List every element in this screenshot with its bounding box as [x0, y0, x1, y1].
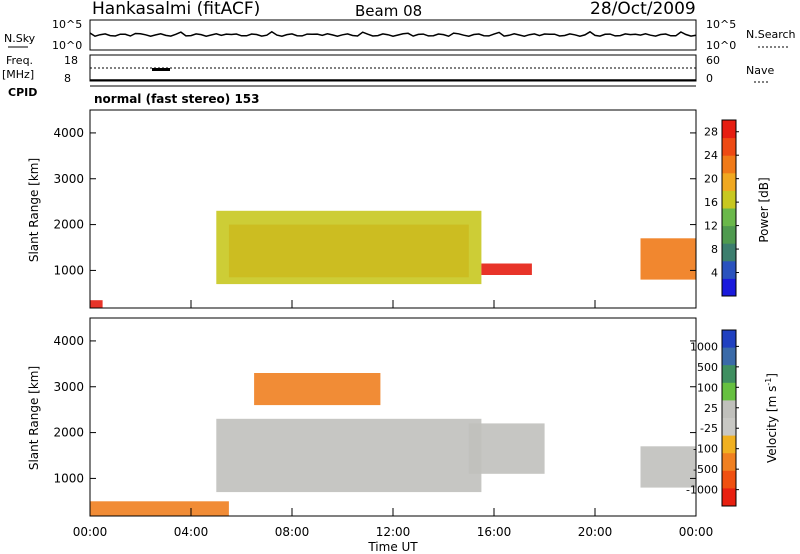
- xtick-label-1: 04:00: [174, 525, 209, 539]
- cpid-text: normal (fast stereo) 153: [94, 92, 260, 106]
- station-title: Hankasalmi (fitACF): [92, 0, 260, 19]
- freq-blip: [152, 68, 170, 71]
- velocity-ytick-label-1: 2000: [53, 426, 84, 440]
- nsearch-label: N.Search: [746, 28, 796, 41]
- velocity-colorbar: 1000 500 100 25 -25 -100 -500 -1000: [686, 329, 739, 507]
- velocity-region-4: [254, 373, 381, 406]
- velocity-colorbar-cell-5: [722, 418, 736, 437]
- velocity-colorbar-cell-3: [722, 382, 736, 401]
- power-cbar-label-0: 4: [711, 267, 718, 280]
- power-colorbar-cell-0: [722, 278, 736, 297]
- velocity-cbar-label-1: 500: [697, 361, 718, 374]
- velocity-colorbar-cell-4: [722, 400, 736, 419]
- xtick-label-3: 12:00: [376, 525, 411, 539]
- nave-tick-top: 60: [706, 54, 720, 67]
- power-ytick-label-3: 4000: [53, 126, 84, 140]
- power-cbar-label-5: 24: [704, 149, 718, 162]
- power-colorbar-cell-9: [722, 120, 736, 139]
- power-region-4: [90, 300, 103, 308]
- beam-title: Beam 08: [355, 2, 422, 20]
- nsky-label: N.Sky: [4, 32, 36, 45]
- freq-unit: [MHz]: [2, 68, 34, 81]
- power-colorbar-frame: [721, 119, 737, 297]
- velocity-colorbar-cell-7: [722, 453, 736, 472]
- velocity-cbar-label-0: 1000: [690, 340, 718, 353]
- velocity-region-2: [640, 446, 696, 488]
- power-colorbar-cell-3: [722, 225, 736, 244]
- xtick-label-6: 00:00: [679, 525, 714, 539]
- power-colorbar-cell-7: [722, 155, 736, 174]
- nsky-series: [89, 30, 697, 38]
- power-region-3: [640, 238, 696, 280]
- nsearch-tick-bottom: 10^0: [706, 39, 736, 52]
- nave-label: Nave: [746, 64, 774, 77]
- power-cbar-label-2: 12: [704, 220, 718, 233]
- power-ytick-label-1: 2000: [53, 218, 84, 232]
- velocity-colorbar-label-end: ]: [765, 373, 779, 378]
- power-colorbar-cell-2: [722, 243, 736, 262]
- velocity-colorbar-frame: [721, 329, 737, 507]
- power-colorbar-cell-4: [722, 208, 736, 227]
- power-y-ticks: 1000 2000 3000 4000: [53, 126, 696, 277]
- freq-panel: [89, 54, 697, 82]
- time-x-ticks: 00:00 04:00 08:00 12:00 16:00 20:00 00:00: [73, 300, 714, 539]
- power-colorbar-label: Power [dB]: [757, 177, 771, 242]
- velocity-colorbar-cell-6: [722, 435, 736, 454]
- nsky-tick-bottom: 10^0: [52, 39, 82, 52]
- nsearch-tick-top: 10^5: [706, 18, 736, 31]
- velocity-cbar-label-6: -500: [693, 463, 718, 476]
- power-ytick-label-0: 1000: [53, 263, 84, 277]
- velocity-y-ticks: 1000 2000 3000 4000: [53, 334, 696, 485]
- nsky-panel: [89, 19, 697, 51]
- velocity-region-0: [216, 418, 482, 493]
- velocity-colorbar-cell-2: [722, 365, 736, 384]
- power-colorbar-cell-8: [722, 137, 736, 156]
- freq-tick-bottom: 8: [64, 72, 71, 85]
- time-xlabel: Time UT: [367, 540, 418, 554]
- velocity-ytick-label-0: 1000: [53, 471, 84, 485]
- power-colorbar: 4 8 12 16 20 24 28: [704, 119, 739, 297]
- power-heatmap: [90, 210, 696, 308]
- velocity-ytick-label-2: 3000: [53, 380, 84, 394]
- freq-label: Freq.: [6, 54, 33, 67]
- velocity-heatmap: [90, 373, 696, 516]
- velocity-cbar-label-4: -25: [700, 422, 718, 435]
- velocity-ylabel: Slant Range [km]: [27, 366, 41, 470]
- nsky-tick-top: 10^5: [52, 18, 82, 31]
- power-ylabel: Slant Range [km]: [27, 158, 41, 262]
- power-cbar-label-1: 8: [711, 243, 718, 256]
- velocity-cbar-label-7: -1000: [686, 484, 718, 497]
- velocity-cbar-label-5: -100: [693, 443, 718, 456]
- power-region-1: [216, 210, 482, 285]
- power-ytick-label-2: 3000: [53, 172, 84, 186]
- velocity-cbar-label-3: 25: [704, 402, 718, 415]
- velocity-colorbar-label-sup: -1: [764, 378, 773, 386]
- velocity-cbar-label-2: 100: [697, 381, 718, 394]
- velocity-ytick-label-3: 4000: [53, 334, 84, 348]
- power-cbar-label-4: 20: [704, 173, 718, 186]
- date-title: 28/Oct/2009: [590, 0, 696, 19]
- cpid-label: CPID: [8, 86, 37, 99]
- velocity-colorbar-label-main: Velocity [m s: [765, 386, 779, 463]
- velocity-region-3: [90, 501, 229, 516]
- xtick-label-5: 20:00: [578, 525, 613, 539]
- velocity-colorbar-cell-9: [722, 488, 736, 507]
- nave-tick-bottom: 0: [706, 72, 713, 85]
- xtick-label-2: 08:00: [275, 525, 310, 539]
- xtick-label-4: 16:00: [477, 525, 512, 539]
- freq-tick-top: 18: [64, 54, 78, 67]
- velocity-colorbar-cell-0: [722, 330, 736, 349]
- power-colorbar-cell-1: [722, 260, 736, 279]
- velocity-colorbar-cell-8: [722, 470, 736, 489]
- power-cbar-label-3: 16: [704, 196, 718, 209]
- velocity-colorbar-cell-1: [722, 347, 736, 366]
- velocity-colorbar-label: Velocity [m s-1]: [764, 373, 779, 463]
- velocity-region-1: [468, 423, 545, 474]
- xtick-label-0: 00:00: [73, 525, 108, 539]
- power-colorbar-cell-5: [722, 190, 736, 209]
- power-colorbar-cell-6: [722, 172, 736, 191]
- power-region-2: [481, 263, 532, 275]
- power-cbar-label-6: 28: [704, 126, 718, 139]
